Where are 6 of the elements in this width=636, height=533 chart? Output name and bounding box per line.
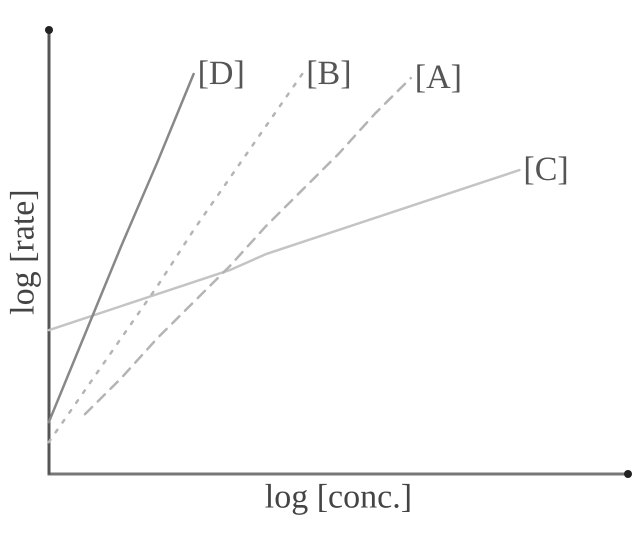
series-label: [A]: [414, 58, 462, 96]
x-axis-title: log [conc.]: [264, 478, 412, 516]
series-label: [D]: [198, 54, 245, 92]
series-label: [C]: [523, 150, 569, 188]
series-label: [B]: [306, 54, 352, 92]
y-axis-title: log [rate]: [4, 189, 42, 315]
